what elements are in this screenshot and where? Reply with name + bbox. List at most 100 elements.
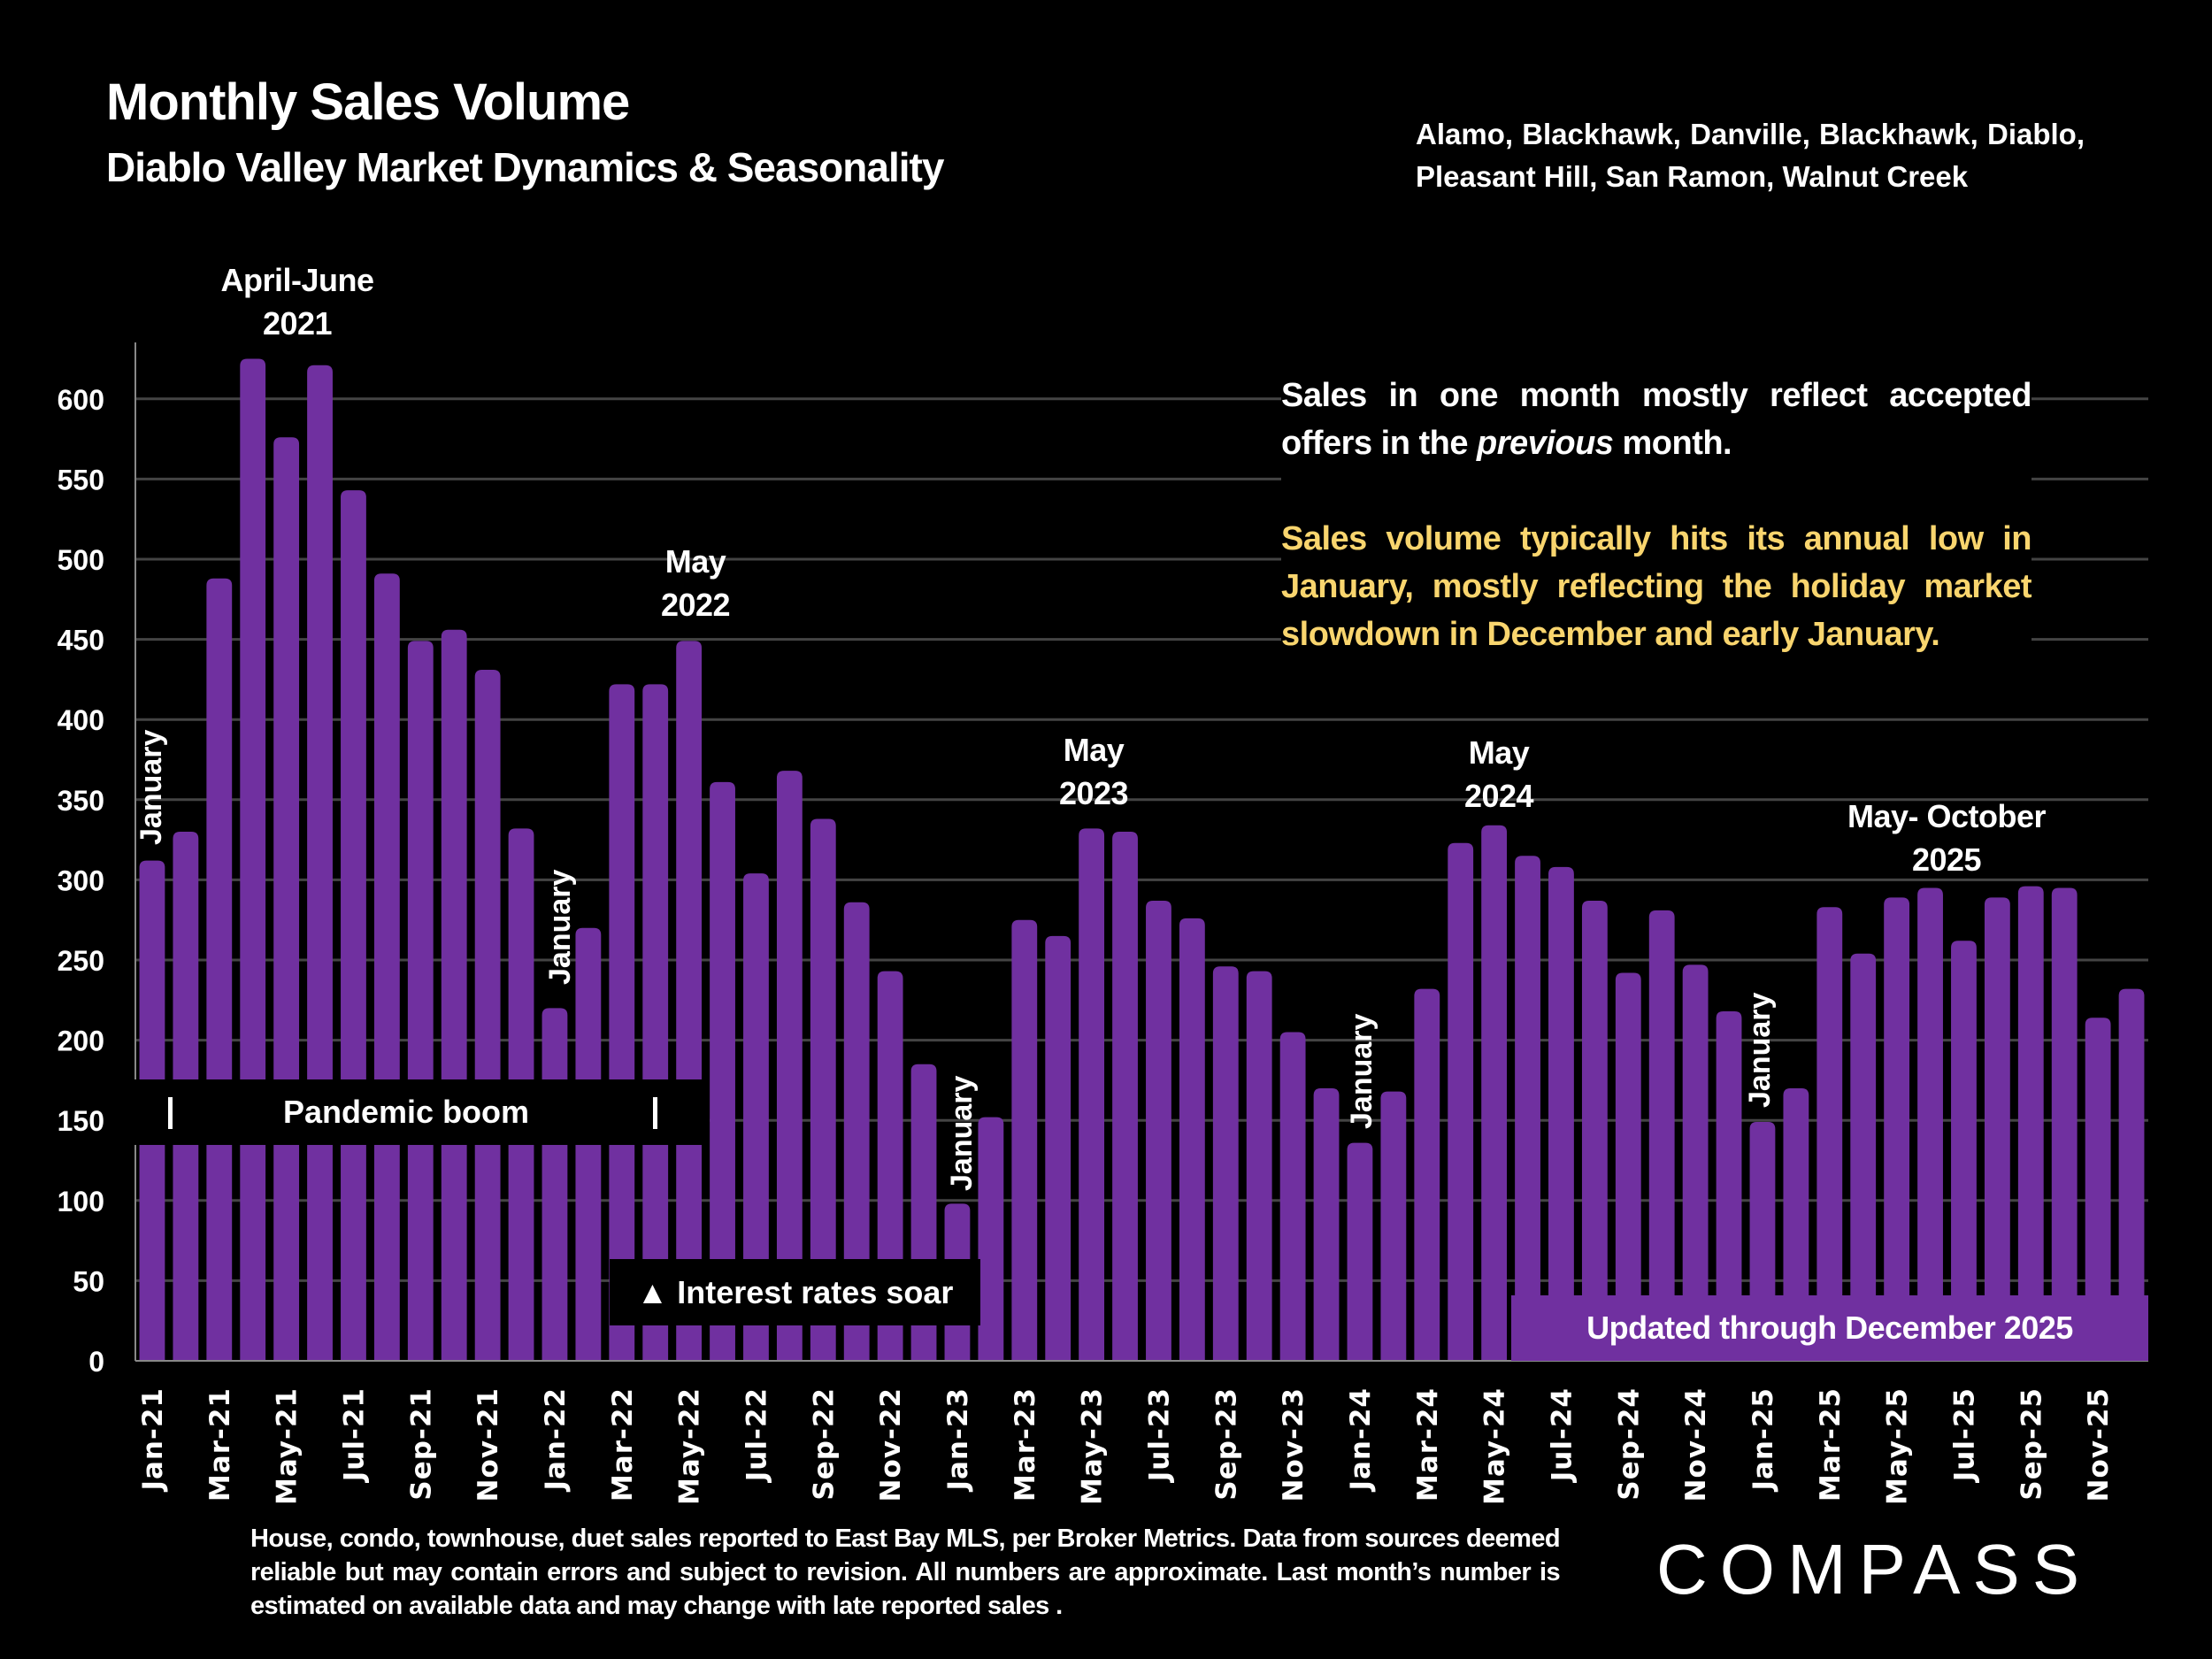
bar	[1380, 1091, 1407, 1361]
x-tick-label: Jan-22	[540, 1387, 572, 1493]
annotation-january-2023: January	[945, 1075, 979, 1191]
x-tick-label: Nov-25	[2083, 1387, 2115, 1502]
x-tick-label: Sep-25	[2016, 1387, 2047, 1501]
bar	[273, 437, 300, 1362]
annotation-peak-2023: May 2023	[1058, 732, 1129, 811]
areas-list: Alamo, Blackhawk, Danville, Blackhawk, D…	[1416, 118, 2085, 193]
bracket-left	[168, 1097, 173, 1129]
bar	[1313, 1087, 1340, 1361]
x-tick-label: Jul-24	[1546, 1387, 1578, 1483]
bar	[1112, 832, 1138, 1361]
bar	[1615, 972, 1641, 1361]
explanatory-note: Sales in one month mostly reflect accept…	[1281, 372, 2032, 658]
bar	[1682, 964, 1709, 1361]
x-tick-label: Jan-23	[942, 1387, 974, 1493]
note-january-low: Sales volume typically hits its annual l…	[1281, 520, 2032, 653]
pandemic-boom-label: Pandemic boom	[283, 1094, 530, 1130]
bar	[240, 358, 266, 1361]
x-tick-label: Nov-24	[1680, 1387, 1712, 1502]
x-tick-label: Nov-22	[875, 1387, 907, 1502]
bar	[1716, 1010, 1742, 1361]
bar	[1011, 919, 1038, 1361]
x-tick-label: Mar-23	[1010, 1387, 1041, 1502]
x-tick-label: Mar-25	[1815, 1387, 1847, 1502]
y-tick-label: 600	[58, 384, 104, 416]
bar	[1448, 842, 1474, 1361]
x-tick-label: Jul-22	[741, 1387, 772, 1483]
bar	[743, 873, 769, 1361]
bar	[1045, 935, 1071, 1361]
bar	[1816, 907, 1843, 1361]
bar	[341, 490, 366, 1361]
x-tick-label: Sep-23	[1210, 1387, 1242, 1501]
x-tick-label: Jul-25	[1948, 1387, 1980, 1483]
bar	[307, 365, 333, 1361]
bar	[2017, 886, 2044, 1361]
bar	[1515, 856, 1540, 1361]
bar	[441, 629, 467, 1361]
page-title: Monthly Sales Volume	[106, 73, 630, 131]
interest-rates-band: ▲ Interest rates soar	[610, 1259, 980, 1325]
bar	[1212, 966, 1239, 1361]
bar	[1179, 918, 1205, 1361]
bar	[2051, 887, 2078, 1361]
y-tick-label: 450	[58, 625, 104, 657]
x-tick-label: Sep-21	[405, 1387, 437, 1501]
x-tick-label: Mar-21	[204, 1387, 236, 1502]
bar	[1648, 910, 1675, 1361]
y-tick-label: 0	[88, 1346, 104, 1378]
x-tick-label: Jan-24	[1345, 1387, 1377, 1493]
bar	[1481, 825, 1508, 1361]
x-tick-label: Sep-22	[808, 1387, 840, 1501]
updated-through-badge: Updated through December 2025	[1511, 1295, 2148, 1361]
x-tick-label: Jan-21	[137, 1387, 169, 1493]
bar	[1581, 900, 1608, 1361]
note-accepted-offers: Sales in one month mostly reflect accept…	[1281, 377, 2032, 462]
x-axis-tick-labels: Jan-21 Mar-21 May-21 Jul-21 Sep-21 Nov-21 Jan-…	[137, 1387, 2115, 1505]
bar	[1146, 900, 1171, 1361]
compass-logo: COMPASS	[1656, 1530, 2093, 1609]
bar	[2118, 988, 2145, 1361]
bar	[609, 684, 635, 1361]
y-tick-label: 50	[73, 1265, 104, 1297]
bar	[642, 684, 669, 1361]
bar	[1984, 897, 2010, 1361]
x-tick-label: May-24	[1479, 1387, 1511, 1505]
annotation-peak-2021: April-June 2021	[220, 262, 374, 342]
x-tick-label: Jan-25	[1747, 1387, 1779, 1493]
x-tick-label: May-25	[1882, 1387, 1914, 1505]
annotation-january-2022: January	[543, 869, 577, 985]
y-tick-label: 200	[58, 1025, 104, 1057]
bar	[474, 670, 501, 1361]
y-tick-label: 550	[58, 464, 104, 495]
bar	[2085, 1018, 2111, 1361]
bar	[1347, 1142, 1373, 1361]
x-tick-label: Jul-23	[1143, 1387, 1175, 1483]
annotation-peak-2022: May 2022	[660, 543, 731, 623]
annotation-peak-2025: May- October 2025	[1847, 798, 2047, 878]
y-tick-label: 250	[58, 945, 104, 977]
x-tick-label: Nov-23	[1278, 1387, 1310, 1502]
bar	[541, 1008, 568, 1361]
x-tick-label: Jul-21	[338, 1387, 370, 1483]
bar	[776, 771, 803, 1361]
pandemic-boom-band: Pandemic boom	[133, 1079, 710, 1145]
bar	[1884, 897, 1910, 1361]
x-tick-label: Nov-21	[472, 1387, 504, 1502]
page-subtitle: Diablo Valley Market Dynamics & Seasonal…	[106, 144, 944, 190]
x-tick-label: May-23	[1077, 1387, 1109, 1505]
bar	[843, 902, 870, 1361]
x-tick-label: Mar-22	[607, 1387, 639, 1502]
annotation-january-2021: January	[134, 729, 168, 845]
y-tick-label: 150	[58, 1105, 104, 1137]
bar	[1246, 971, 1272, 1361]
bar	[407, 641, 434, 1361]
y-tick-label: 400	[58, 704, 104, 736]
y-tick-label: 100	[58, 1186, 104, 1217]
bar	[1917, 887, 1943, 1361]
bar	[373, 573, 400, 1361]
bar	[206, 578, 233, 1361]
bar	[1548, 866, 1574, 1361]
y-tick-label: 500	[58, 544, 104, 576]
x-tick-label: May-22	[674, 1387, 706, 1505]
